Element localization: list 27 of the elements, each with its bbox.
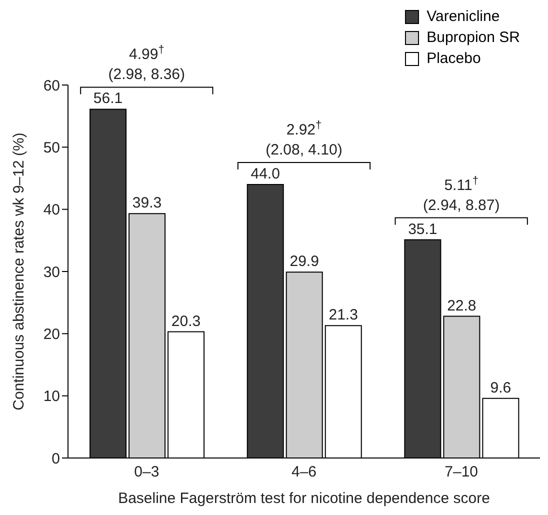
annotation: 2.92$^{†}$ (2.08, 4.10)	[266, 119, 342, 158]
x-tick-label: 0–3	[134, 464, 160, 481]
data-label: 21.3	[328, 306, 358, 324]
data-label: 39.3	[132, 194, 162, 212]
text: 4.99$^{†}$ (2.98, 8.36)	[108, 44, 186, 84]
y-tick-label: 0	[52, 450, 60, 468]
legend-label: Placebo	[426, 50, 481, 67]
data-label: 56.1	[93, 90, 123, 108]
y-tick-label: 60	[43, 77, 60, 94]
x-axis-title: Baseline Fagerström test for nicotine dependence score	[118, 490, 490, 507]
legend-label: Varenicline	[426, 8, 500, 25]
y-axis-title: Continuous abstinence rates wk 9–12 (%)	[10, 132, 28, 410]
annotation: 5.11$^{†}$ (2.94, 8.87)	[422, 174, 500, 214]
legend-label: Bupropion SR	[426, 29, 520, 46]
data-label: 44.0	[250, 165, 280, 182]
y-tick-label: 20	[43, 326, 60, 343]
y-tick-label: 10	[43, 388, 60, 406]
data-label: 9.6	[490, 379, 512, 396]
y-tick-label: 40	[43, 202, 60, 219]
y-tick-label: 30	[43, 264, 60, 281]
data-label: 22.8	[447, 297, 476, 314]
data-label: 29.9	[290, 253, 319, 270]
x-tick-label: 4–6	[291, 464, 317, 481]
y-tick-label: 50	[43, 139, 60, 156]
data-label: 20.3	[171, 312, 201, 330]
data-label: 35.1	[408, 220, 438, 238]
x-tick-label: 7–10	[444, 464, 478, 481]
